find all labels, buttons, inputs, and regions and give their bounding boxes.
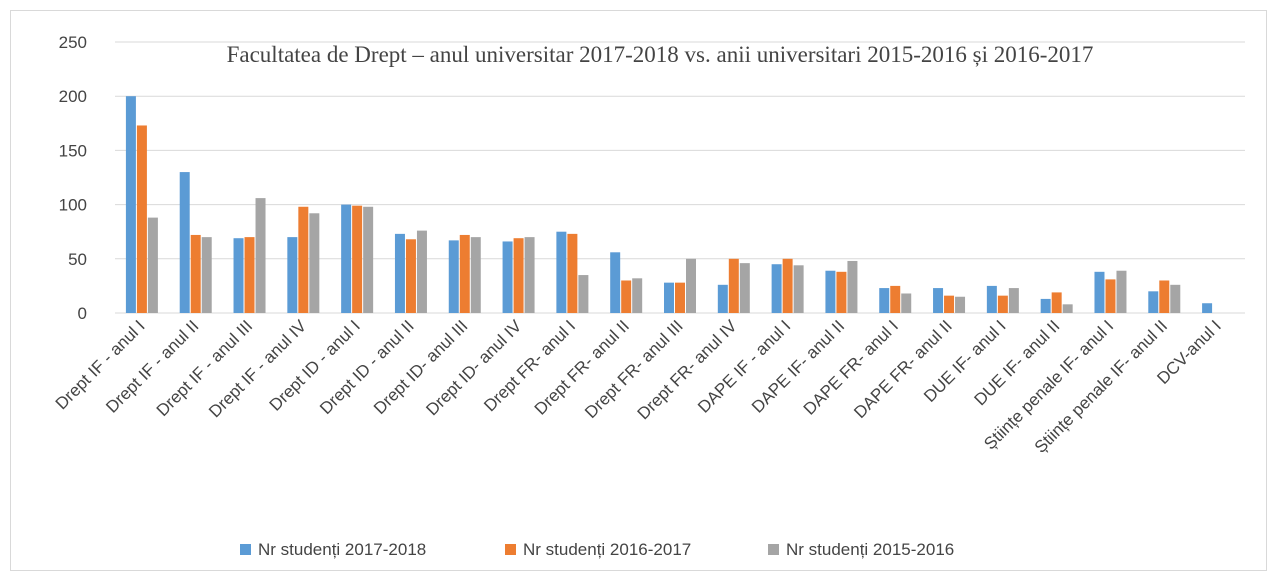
bar — [610, 252, 621, 313]
chart-title: Facultatea de Drept – anul universitar 2… — [226, 42, 1094, 67]
bar — [459, 234, 470, 313]
bar — [394, 233, 405, 313]
bar — [287, 237, 298, 313]
bar — [997, 295, 1008, 313]
bar — [567, 233, 578, 313]
bar — [556, 231, 567, 313]
bar — [502, 241, 513, 313]
bar — [739, 263, 750, 313]
legend-swatch — [240, 544, 251, 555]
legend-label: Nr studenți 2016-2017 — [523, 540, 691, 559]
y-tick-label: 0 — [78, 304, 87, 323]
bar — [717, 284, 728, 313]
y-tick-label: 100 — [59, 196, 87, 215]
bar — [782, 258, 793, 313]
bar — [1008, 288, 1019, 313]
legend-swatch — [505, 544, 516, 555]
bar — [363, 206, 374, 313]
bar — [675, 282, 685, 313]
bar — [125, 96, 136, 313]
bar — [621, 280, 632, 313]
bar — [879, 288, 890, 313]
bar — [847, 260, 858, 313]
bar — [664, 282, 674, 313]
bar — [793, 265, 804, 313]
bar — [686, 258, 696, 313]
bar — [179, 172, 190, 313]
bar — [524, 237, 535, 313]
bar — [1202, 303, 1213, 313]
bar — [147, 217, 158, 313]
bar — [771, 264, 782, 313]
bar — [233, 238, 244, 313]
legend-label: Nr studenți 2015-2016 — [786, 540, 954, 559]
legend-swatch — [768, 544, 779, 555]
bar — [901, 293, 912, 313]
bar — [933, 288, 944, 313]
bar — [728, 258, 739, 313]
bar — [578, 275, 589, 313]
legend-label: Nr studenți 2017-2018 — [258, 540, 426, 559]
bar — [1062, 304, 1073, 313]
bar — [298, 206, 309, 313]
bar — [986, 285, 997, 313]
y-tick-label: 150 — [59, 141, 87, 160]
bar — [1170, 284, 1181, 313]
bar — [352, 205, 363, 313]
y-tick-label: 200 — [59, 87, 87, 106]
bar — [136, 125, 147, 313]
bar — [836, 271, 847, 313]
bar — [470, 237, 481, 313]
bar — [190, 234, 201, 313]
bar — [890, 285, 901, 313]
bar — [825, 270, 836, 313]
bar — [1094, 271, 1105, 313]
bar — [244, 237, 255, 313]
bar — [1105, 279, 1116, 313]
bar — [405, 239, 416, 313]
bar — [1148, 291, 1159, 313]
bar — [1051, 292, 1062, 313]
bar — [955, 296, 966, 313]
bar — [416, 230, 427, 313]
bar — [632, 278, 643, 313]
bar — [309, 213, 320, 313]
bar — [513, 238, 524, 313]
y-tick-label: 50 — [68, 250, 87, 269]
bar — [1159, 280, 1170, 313]
bar — [944, 295, 955, 313]
bar — [1040, 298, 1051, 313]
y-tick-label: 250 — [59, 33, 87, 52]
bar — [1116, 270, 1127, 313]
bar — [448, 240, 459, 313]
bar — [255, 198, 266, 313]
bar — [201, 237, 212, 313]
bar — [341, 204, 352, 313]
